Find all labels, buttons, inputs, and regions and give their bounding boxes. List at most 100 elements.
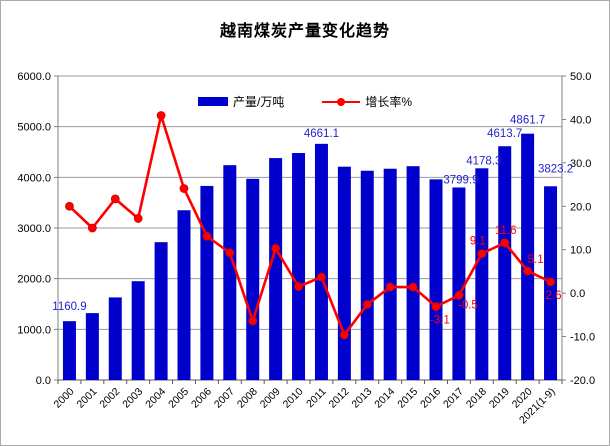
x-axis-category-label: 2007 bbox=[212, 386, 237, 411]
production-bar bbox=[452, 187, 466, 380]
growth-rate-marker bbox=[110, 194, 120, 204]
growth-rate-marker bbox=[385, 282, 395, 292]
x-axis-category-label: 2006 bbox=[189, 386, 214, 411]
right-axis-tick-label: -10.0 bbox=[570, 332, 595, 344]
growth-rate-marker bbox=[202, 231, 212, 241]
right-axis-tick-label: 20.0 bbox=[570, 201, 591, 213]
growth-rate-marker bbox=[454, 290, 464, 300]
left-axis-tick-label: 0.0 bbox=[36, 375, 51, 387]
bar-data-label: 3823.2 bbox=[538, 163, 573, 175]
growth-rate-marker bbox=[179, 184, 189, 193]
x-axis-category-label: 2016 bbox=[418, 386, 443, 411]
x-axis-category-label: 2008 bbox=[235, 386, 260, 411]
x-axis-category-label: 2019 bbox=[487, 386, 512, 411]
production-bar bbox=[108, 297, 122, 380]
bar-series-swatch-icon bbox=[197, 97, 228, 106]
growth-rate-marker bbox=[87, 223, 97, 233]
production-bar bbox=[292, 153, 306, 380]
growth-rate-marker bbox=[500, 238, 510, 248]
legend-label-growth-rate: 增长率% bbox=[365, 95, 412, 109]
bar-data-label: 4861.7 bbox=[510, 115, 545, 127]
bar-data-label: 1160.9 bbox=[52, 301, 86, 313]
production-bar bbox=[360, 170, 374, 380]
line-data-label: 5.1 bbox=[528, 254, 544, 266]
growth-rate-marker bbox=[294, 282, 303, 292]
growth-rate-marker bbox=[339, 330, 349, 340]
line-data-label: 9.1 bbox=[470, 236, 486, 248]
production-bar bbox=[200, 185, 214, 380]
production-bar bbox=[498, 146, 512, 380]
left-axis-tick-label: 6000.0 bbox=[17, 71, 51, 83]
right-axis-tick-label: 50.0 bbox=[570, 71, 591, 83]
growth-rate-marker bbox=[317, 272, 326, 282]
left-axis-tick-label: 3000.0 bbox=[17, 223, 51, 235]
legend: 产量/万吨 增长率% bbox=[1, 93, 609, 110]
legend-label-production: 产量/万吨 bbox=[232, 95, 285, 109]
growth-rate-marker bbox=[523, 266, 533, 276]
chart-title: 越南煤炭产量变化趋势 bbox=[219, 23, 390, 40]
right-axis-tick-label: 40.0 bbox=[570, 114, 591, 126]
growth-rate-marker bbox=[133, 214, 143, 223]
production-bar bbox=[383, 168, 397, 380]
bar-data-label: 3799.9 bbox=[443, 174, 478, 186]
left-axis-tick-label: 4000.0 bbox=[17, 172, 51, 184]
growth-rate-marker bbox=[156, 111, 166, 120]
production-bar bbox=[521, 133, 535, 380]
production-bar bbox=[337, 166, 351, 380]
left-axis-tick-label: 1000.0 bbox=[17, 324, 51, 336]
growth-rate-marker bbox=[546, 277, 555, 287]
production-bar bbox=[85, 313, 99, 380]
legend-item-growth-rate: 增长率% bbox=[322, 93, 412, 110]
production-bar bbox=[475, 168, 489, 380]
growth-rate-marker bbox=[408, 282, 418, 292]
bar-data-label: 4661.1 bbox=[304, 128, 339, 140]
production-bar bbox=[62, 321, 76, 380]
growth-rate-marker bbox=[362, 300, 372, 309]
line-data-label: 2.6 bbox=[546, 290, 562, 302]
production-bar bbox=[177, 210, 191, 380]
growth-rate-marker bbox=[248, 316, 258, 326]
production-bar bbox=[154, 242, 168, 380]
x-axis-category-label: 2013 bbox=[349, 386, 374, 411]
x-axis-category-label: 2010 bbox=[281, 386, 306, 411]
right-axis-tick-label: 30.0 bbox=[570, 158, 591, 170]
production-bar bbox=[269, 158, 283, 380]
x-axis-category-label: 2012 bbox=[326, 386, 351, 411]
production-bar bbox=[429, 179, 443, 380]
line-data-label: -0.5 bbox=[458, 299, 478, 311]
production-bar bbox=[314, 143, 328, 380]
x-axis-category-label: 2011 bbox=[304, 386, 329, 411]
production-bar bbox=[246, 178, 260, 380]
left-axis-tick-label: 5000.0 bbox=[17, 122, 51, 134]
x-axis-category-label: 2002 bbox=[97, 386, 122, 411]
x-axis-category-label: 2015 bbox=[395, 386, 420, 411]
growth-rate-line bbox=[68, 114, 552, 337]
x-axis-category-label: 2009 bbox=[258, 386, 283, 411]
growth-rate-marker bbox=[65, 201, 74, 211]
growth-rate-marker bbox=[271, 244, 281, 253]
x-axis-category-label: 2001 bbox=[74, 386, 99, 411]
x-axis-category-label: 2005 bbox=[166, 386, 191, 411]
left-axis-tick-label: 2000.0 bbox=[17, 274, 51, 286]
production-bar bbox=[406, 166, 420, 380]
right-axis-tick-label: -20.0 bbox=[570, 375, 595, 387]
x-axis-category-label: 2018 bbox=[464, 386, 489, 411]
right-axis-tick-label: 0.0 bbox=[570, 288, 585, 300]
x-axis-category-label: 2017 bbox=[441, 386, 466, 411]
right-axis-tick-label: 10.0 bbox=[570, 245, 591, 257]
production-bar bbox=[223, 165, 237, 380]
bar-data-label: 4178.3 bbox=[466, 155, 501, 167]
legend-item-production: 产量/万吨 bbox=[197, 93, 285, 110]
line-series-swatch-icon bbox=[322, 97, 361, 106]
growth-rate-marker bbox=[431, 302, 441, 312]
line-data-label: 11.6 bbox=[495, 225, 517, 237]
bar-data-label: 4613.7 bbox=[487, 128, 522, 140]
x-axis-category-label: 2014 bbox=[372, 386, 397, 411]
x-axis-category-label: 2000 bbox=[52, 386, 77, 411]
production-bar bbox=[131, 281, 145, 380]
growth-rate-marker bbox=[477, 249, 487, 259]
x-axis-category-label: 2004 bbox=[143, 386, 168, 411]
growth-rate-marker bbox=[225, 248, 235, 258]
